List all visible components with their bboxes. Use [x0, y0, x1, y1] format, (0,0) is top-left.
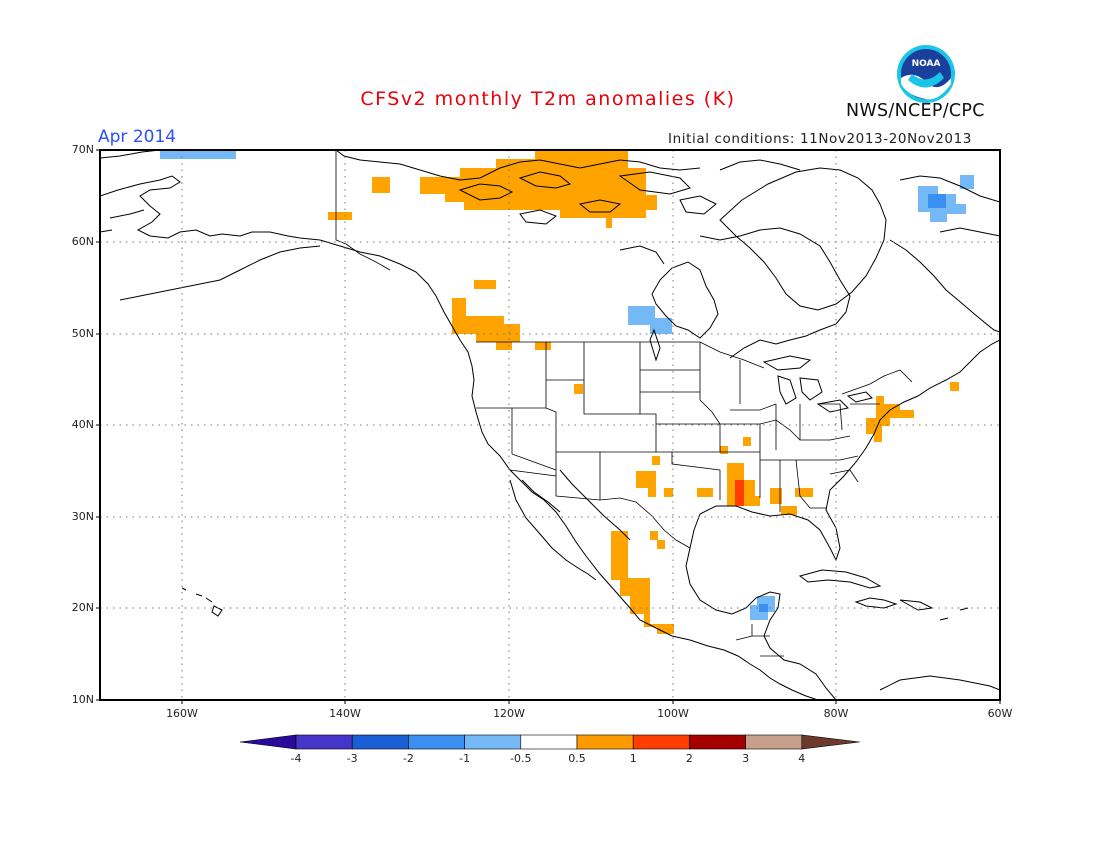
- colorbar-tick-label: -1: [459, 752, 471, 765]
- lat-label-10n: 10N: [71, 693, 94, 706]
- anomaly-western-mexico: [611, 531, 674, 634]
- map-frame: [96, 149, 1001, 704]
- anomaly-alaska: [328, 212, 352, 220]
- anomaly-northeast-coast: [866, 396, 914, 442]
- lat-label-30n: 30N: [71, 510, 94, 523]
- colorbar-tick-label: 4: [798, 752, 806, 765]
- anomaly-mexico-c: [657, 540, 665, 549]
- anomaly-texas-b: [636, 471, 656, 497]
- lat-label-60n: 60N: [71, 235, 94, 248]
- colorbar-tick-label: -4: [290, 752, 302, 765]
- colorbar-tick-label: 3: [742, 752, 750, 765]
- colorbar-tick-label: 1: [629, 752, 637, 765]
- colorbar-tick-label: 0.5: [568, 752, 586, 765]
- lon-label-160w: 160W: [166, 707, 198, 720]
- lon-label-140w: 140W: [329, 707, 361, 720]
- anomaly-arkansas: [720, 446, 728, 454]
- colorbar-tick-label: -3: [346, 752, 358, 765]
- colorbar-tick-label: 2: [685, 752, 693, 765]
- anomaly-bering: [160, 150, 236, 159]
- anomaly-louisiana-strong: [735, 480, 744, 506]
- anomaly-idaho: [574, 384, 583, 394]
- colorbar-tick-label: -2: [402, 752, 414, 765]
- lat-label-20n: 20N: [71, 601, 94, 614]
- anomaly-ohio-valley: [743, 437, 751, 446]
- lat-label-40n: 40N: [71, 418, 94, 431]
- anomaly-texas-a: [652, 456, 660, 465]
- anomaly-texas-d: [697, 488, 713, 497]
- anomaly-bc-east: [535, 342, 551, 350]
- anomaly-mexico-b: [650, 531, 658, 540]
- political-borders: [335, 150, 913, 657]
- anomaly-baffin-north: [960, 175, 974, 189]
- anomaly-texas-c: [664, 488, 673, 497]
- anomaly-baffin-core: [928, 194, 946, 208]
- anomaly-nova-scotia: [950, 382, 959, 391]
- forecast-month: Apr 2014: [98, 127, 177, 147]
- lat-label-70n: 70N: [71, 143, 94, 156]
- anomaly-northern-canada: [420, 150, 657, 228]
- anomaly-yukon: [372, 177, 390, 193]
- lon-label-100w: 100W: [657, 707, 689, 720]
- chart-title: CFSv2 monthly T2m anomalies (K): [360, 88, 736, 110]
- anomaly-gulf-coast: [781, 506, 797, 515]
- lon-label-120w: 120W: [493, 707, 525, 720]
- anomaly-bc: [452, 298, 520, 350]
- noaa-logo: NOAA: [897, 45, 955, 103]
- anomaly-alabama: [770, 488, 782, 504]
- noaa-logo-text: NOAA: [912, 59, 941, 69]
- initial-conditions: Initial conditions: 11Nov2013-20Nov2013: [668, 131, 972, 147]
- colorbar-tick-label: -0.5: [510, 752, 532, 765]
- anomaly-bc-north: [474, 280, 496, 289]
- anomaly-georgia: [795, 488, 813, 497]
- lon-label-80w: 80W: [823, 707, 849, 720]
- anomaly-layer: [160, 150, 974, 634]
- lat-label-50n: 50N: [71, 327, 94, 340]
- coastlines: [100, 150, 1000, 700]
- anomaly-hudson: [628, 306, 672, 334]
- agency-label: NWS/NCEP/CPC: [846, 101, 985, 121]
- graticule: [100, 150, 1000, 700]
- lon-label-60w: 60W: [987, 707, 1013, 720]
